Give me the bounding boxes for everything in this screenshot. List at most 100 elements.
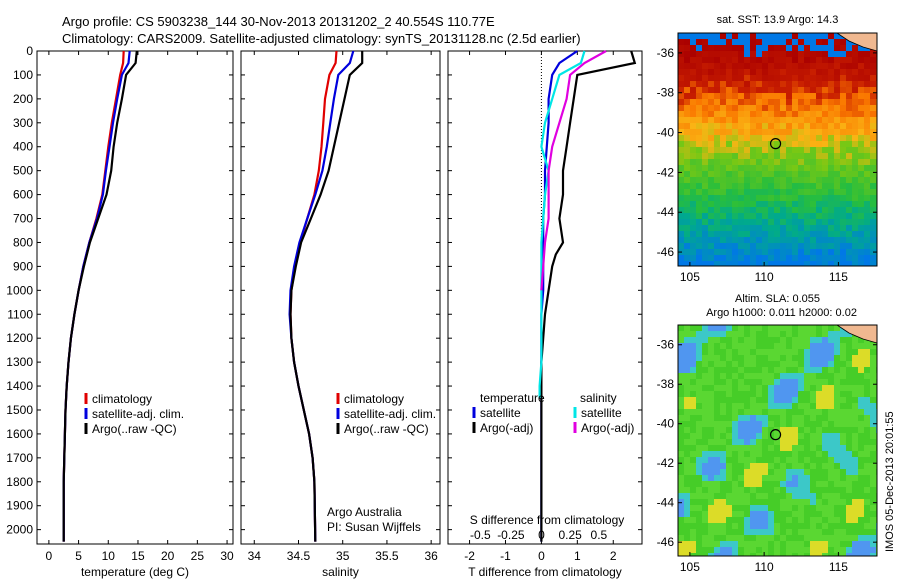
map-cell xyxy=(846,87,852,93)
map-cell xyxy=(768,99,774,105)
map-cell xyxy=(780,451,786,457)
map-cell xyxy=(786,135,792,141)
map-cell xyxy=(858,535,864,541)
map-cell xyxy=(816,69,822,75)
map-cell xyxy=(834,385,840,391)
map-cell xyxy=(798,81,804,87)
map-cell xyxy=(792,207,798,213)
map-cell xyxy=(708,105,714,111)
map-cell xyxy=(756,523,762,529)
map-cell xyxy=(834,505,840,511)
map-cell xyxy=(768,427,774,433)
map-cell xyxy=(780,439,786,445)
map-cell xyxy=(798,225,804,231)
map-cell xyxy=(702,225,708,231)
map-cell xyxy=(804,379,810,385)
map-cell xyxy=(708,231,714,237)
map-cell xyxy=(762,201,768,207)
map-cell xyxy=(870,391,876,397)
map-cell xyxy=(786,487,792,493)
map-cell xyxy=(840,349,846,355)
map-cell xyxy=(726,39,732,45)
map-cell xyxy=(708,57,714,63)
map-cell xyxy=(786,337,792,343)
map-cell xyxy=(708,451,714,457)
map-cell xyxy=(786,255,792,261)
map-cell xyxy=(852,51,858,57)
map-cell xyxy=(732,141,738,147)
map-cell xyxy=(828,249,834,255)
map-cell xyxy=(858,219,864,225)
map-cell xyxy=(828,207,834,213)
map-cell xyxy=(678,99,684,105)
map-cell xyxy=(822,219,828,225)
map-cell xyxy=(828,397,834,403)
map-cell xyxy=(684,457,690,463)
map-cell xyxy=(798,427,804,433)
map-cell xyxy=(822,415,828,421)
map-cell xyxy=(858,457,864,463)
map-cell xyxy=(708,249,714,255)
map-cell xyxy=(750,403,756,409)
map-cell xyxy=(852,57,858,63)
map-cell xyxy=(750,81,756,87)
map-cell xyxy=(684,99,690,105)
map-cell xyxy=(822,403,828,409)
map-cell xyxy=(696,141,702,147)
map-cell xyxy=(822,195,828,201)
map-cell xyxy=(804,165,810,171)
map-cell xyxy=(798,243,804,249)
map-cell xyxy=(684,415,690,421)
map-cell xyxy=(684,189,690,195)
map-cell xyxy=(702,409,708,415)
map-cell xyxy=(696,469,702,475)
map-cell xyxy=(714,87,720,93)
map-cell xyxy=(804,457,810,463)
map-cell xyxy=(858,165,864,171)
map-cell xyxy=(726,463,732,469)
map-cell xyxy=(810,231,816,237)
map-cell xyxy=(714,75,720,81)
map-cell xyxy=(702,373,708,379)
map-cell xyxy=(834,361,840,367)
map-cell xyxy=(732,541,738,547)
map-cell xyxy=(690,45,696,51)
map-cell xyxy=(684,69,690,75)
x-tick-label: 15 xyxy=(131,549,145,563)
map-cell xyxy=(870,93,876,99)
map-cell xyxy=(708,523,714,529)
map-cell xyxy=(786,111,792,117)
imos-stamp: IMOS 05-Dec-2013 20:01:55 xyxy=(884,411,896,552)
map-cell xyxy=(684,231,690,237)
map-cell xyxy=(852,409,858,415)
map-cell xyxy=(684,141,690,147)
map-cell xyxy=(750,237,756,243)
map-cell xyxy=(798,535,804,541)
map-cell xyxy=(810,105,816,111)
map-cell xyxy=(726,195,732,201)
map-cell xyxy=(768,81,774,87)
map-cell xyxy=(834,99,840,105)
map-cell xyxy=(714,93,720,99)
map-cell xyxy=(678,135,684,141)
map-cell xyxy=(828,51,834,57)
map-cell xyxy=(798,457,804,463)
map-cell xyxy=(792,261,798,266)
map-cell xyxy=(870,147,876,153)
x-tick-label: 36 xyxy=(424,549,438,563)
map-cell xyxy=(846,237,852,243)
map-cell xyxy=(708,511,714,517)
map-cell xyxy=(678,463,684,469)
map-cell xyxy=(726,403,732,409)
map-cell xyxy=(846,439,852,445)
argo-australia-label: Argo Australia xyxy=(327,505,402,519)
map-cell xyxy=(690,427,696,433)
map-cell xyxy=(708,45,714,51)
map-cell xyxy=(732,69,738,75)
map-cell xyxy=(720,237,726,243)
map-cell xyxy=(834,529,840,535)
map-cell xyxy=(774,487,780,493)
map-cell xyxy=(708,219,714,225)
map-cell xyxy=(852,355,858,361)
map-cell xyxy=(678,237,684,243)
